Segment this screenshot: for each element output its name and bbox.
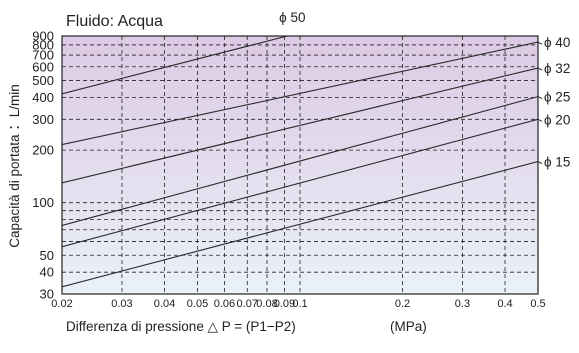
y-tick-label: 900 <box>32 29 54 44</box>
series-label-leader <box>537 161 543 164</box>
x-tick-label: 0.07 <box>237 298 258 310</box>
series-lines <box>62 36 538 288</box>
series-label: ϕ 50 <box>279 10 305 25</box>
series-line <box>62 36 290 95</box>
x-tick-label: 0.05 <box>187 298 208 310</box>
y-tick-label: 300 <box>32 112 54 127</box>
x-tick-label: 0.08 <box>256 298 277 310</box>
y-tick-label: 500 <box>32 73 54 88</box>
y-tick-label: 400 <box>32 90 54 105</box>
x-axis-unit: (MPa) <box>390 319 427 334</box>
chart-title: Fluido: Acqua <box>66 13 163 30</box>
series-line <box>62 96 538 227</box>
series-label-leader <box>537 41 543 45</box>
series-label: ϕ 40 <box>544 35 570 50</box>
y-tick-label: 30 <box>40 287 54 302</box>
series-line <box>62 118 538 248</box>
series-label: ϕ 25 <box>544 90 570 105</box>
x-tick-label: 0.04 <box>154 298 175 310</box>
series-label-leader <box>537 67 543 71</box>
x-axis-label: Differenza di pressione △ P = (P1−P2) <box>66 319 296 334</box>
y-tick-label: 200 <box>32 143 54 158</box>
x-tick-label: 0.5 <box>530 298 545 310</box>
y-tick-label: 700 <box>32 48 54 63</box>
series-label-leader <box>537 118 543 122</box>
series-label: ϕ 15 <box>544 155 570 170</box>
x-tick-label: 0.06 <box>214 298 235 310</box>
x-tick-labels: 0.02 0.03 0.04 0.05 0.06 0.070.080.090.1 0.2 0.… <box>51 298 545 310</box>
y-tick-label: 40 <box>40 265 54 280</box>
grid <box>62 36 538 294</box>
x-tick-label: 0.3 <box>455 298 470 310</box>
x-tick-label: 0.02 <box>51 298 72 310</box>
x-tick-label: 0.4 <box>497 298 512 310</box>
y-axis-label: Capacità di portata ：L/min <box>7 84 22 248</box>
series-label-leader <box>537 96 543 100</box>
series-label: ϕ 20 <box>544 112 570 127</box>
x-tick-label: 0.2 <box>395 298 410 310</box>
y-tick-label: 50 <box>40 248 54 263</box>
x-tick-label: 0.09 <box>274 298 295 310</box>
series-label: ϕ 32 <box>544 61 570 76</box>
x-tick-label: 0.03 <box>111 298 132 310</box>
y-tick-label: 100 <box>32 195 54 210</box>
series-line <box>62 67 538 184</box>
x-tick-label: 0.1 <box>292 298 307 310</box>
y-tick-label: 600 <box>32 59 54 74</box>
series-line <box>62 160 538 288</box>
plot-frame <box>61 35 539 295</box>
series-line <box>62 41 538 146</box>
y-tick-label: 800 <box>32 37 54 52</box>
series-labels: ϕ 50 ϕ 40 ϕ 32 ϕ 25 ϕ 20 ϕ 15 <box>279 10 570 170</box>
